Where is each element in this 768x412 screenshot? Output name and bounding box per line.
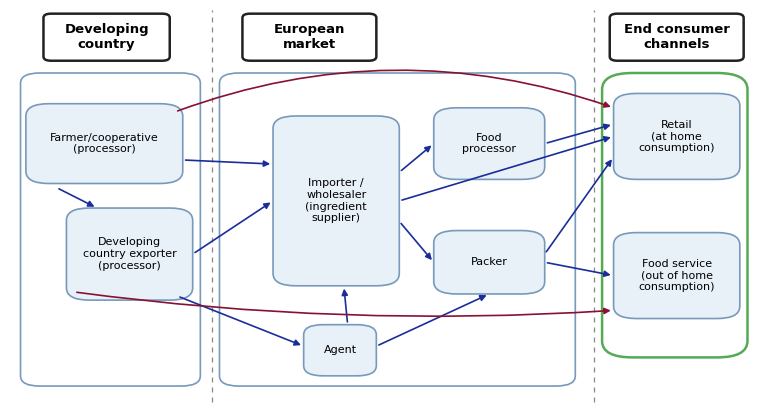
FancyBboxPatch shape: [434, 108, 545, 179]
FancyBboxPatch shape: [434, 231, 545, 294]
Text: Importer /
wholesaler
(ingredient
supplier): Importer / wholesaler (ingredient suppli…: [306, 178, 367, 223]
FancyBboxPatch shape: [614, 94, 740, 179]
Text: Food
processor: Food processor: [462, 133, 516, 154]
FancyBboxPatch shape: [610, 14, 743, 61]
FancyBboxPatch shape: [26, 104, 183, 183]
FancyBboxPatch shape: [614, 233, 740, 318]
Text: Packer: Packer: [471, 257, 508, 267]
Text: Food service
(out of home
consumption): Food service (out of home consumption): [638, 259, 715, 292]
Text: European
market: European market: [273, 23, 345, 51]
FancyBboxPatch shape: [303, 325, 376, 376]
FancyBboxPatch shape: [273, 116, 399, 286]
Text: Agent: Agent: [323, 345, 356, 355]
FancyBboxPatch shape: [44, 14, 170, 61]
FancyBboxPatch shape: [243, 14, 376, 61]
Text: End consumer
channels: End consumer channels: [624, 23, 730, 51]
Text: Developing
country exporter
(processor): Developing country exporter (processor): [83, 237, 177, 271]
Text: Farmer/cooperative
(processor): Farmer/cooperative (processor): [50, 133, 159, 154]
FancyBboxPatch shape: [67, 208, 193, 300]
Text: Retail
(at home
consumption): Retail (at home consumption): [638, 120, 715, 153]
Text: Developing
country: Developing country: [65, 23, 149, 51]
